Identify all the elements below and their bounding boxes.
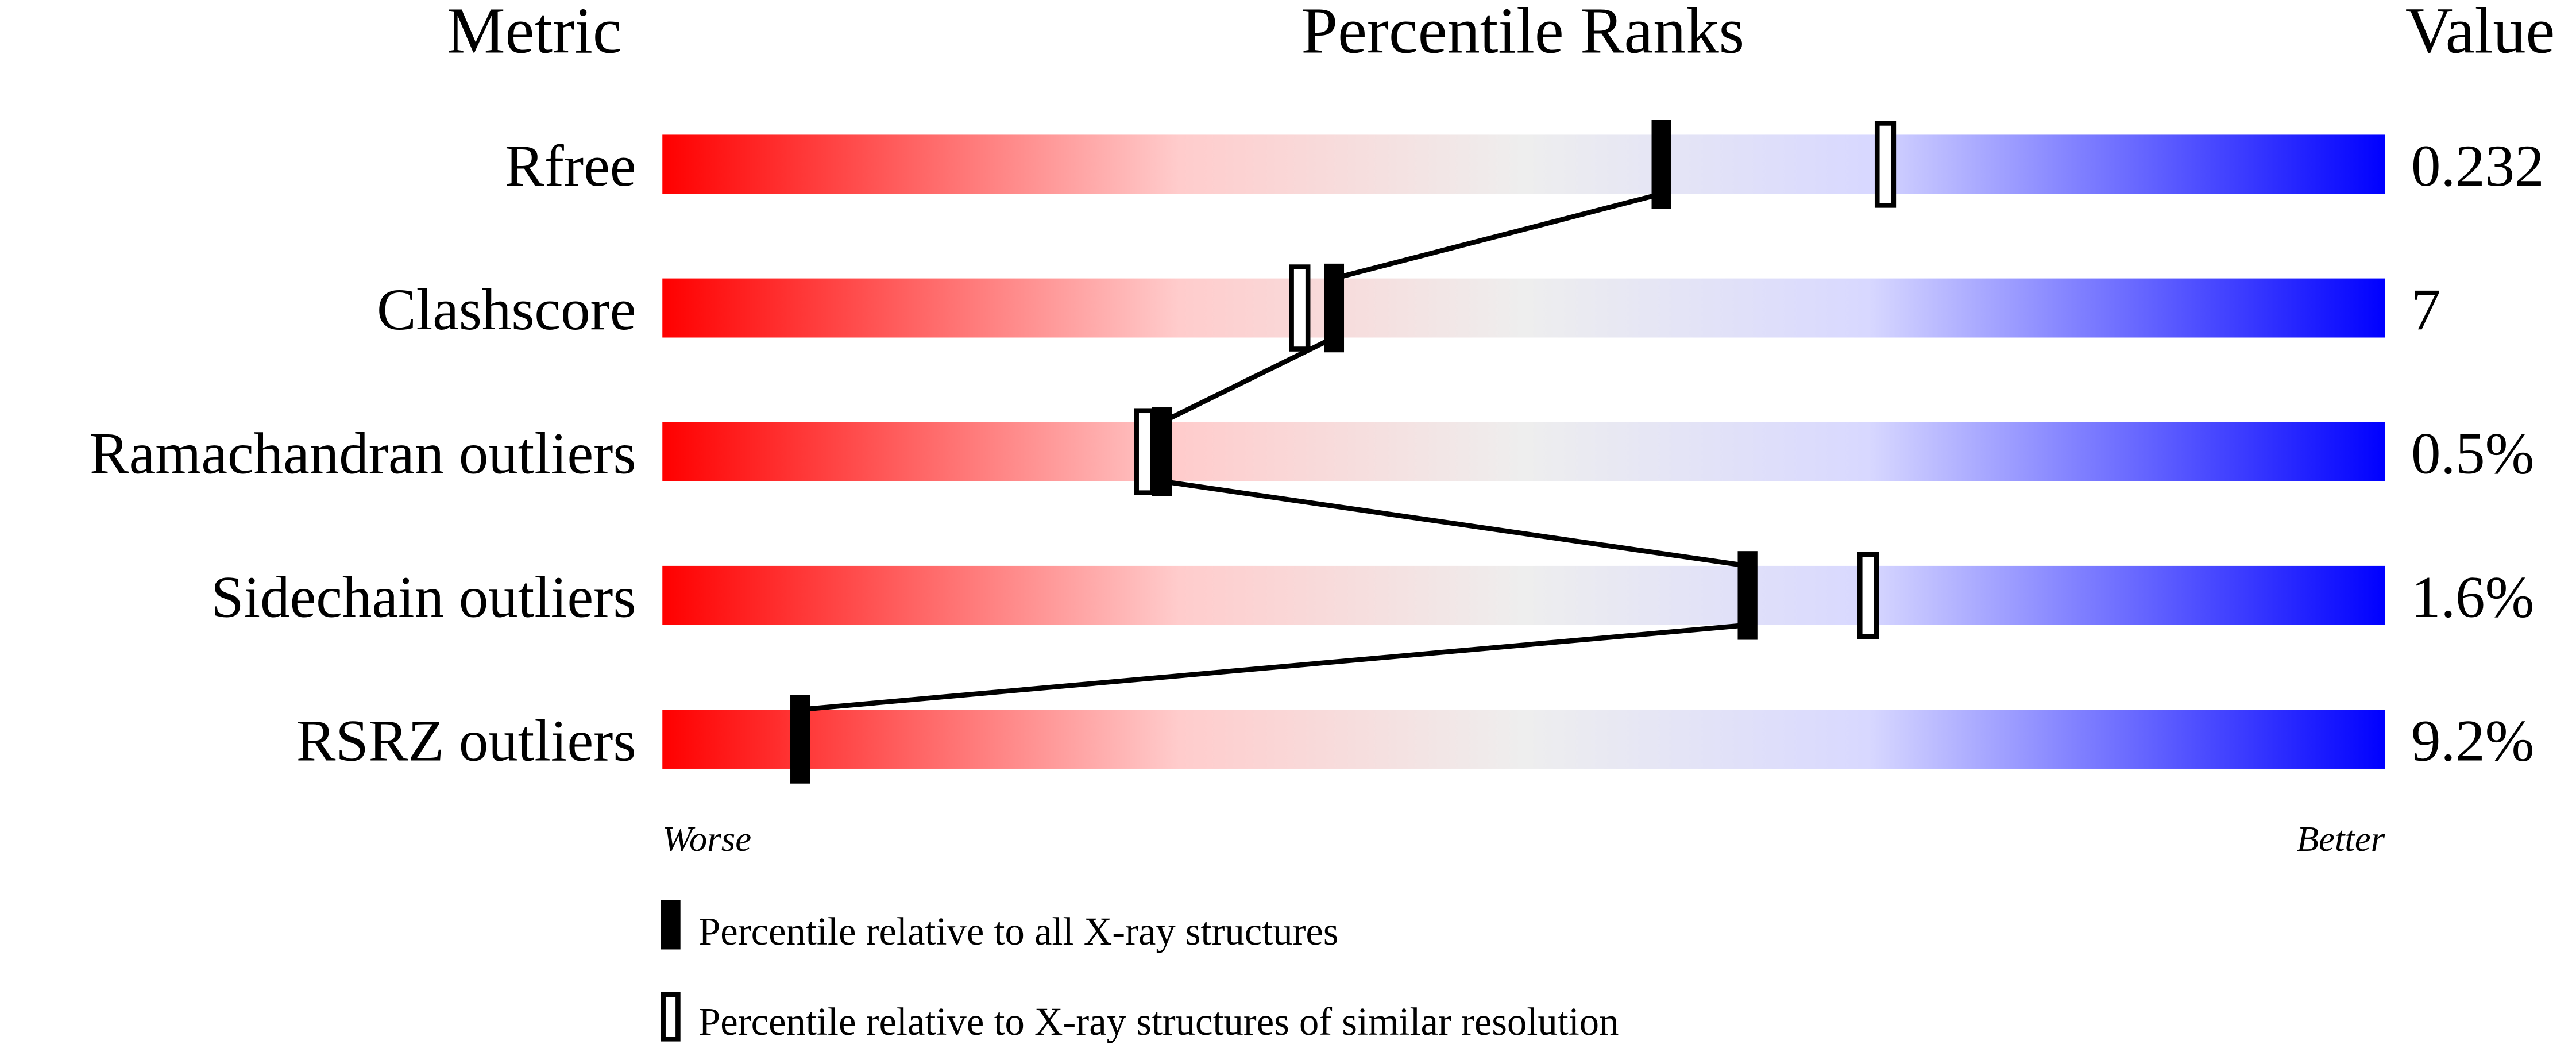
metric-label: Ramachandran outliers [90,421,636,486]
metric-value: 1.6% [2411,565,2534,630]
marker-all-structures [790,695,810,784]
metric-value: 0.232 [2411,133,2544,199]
percentile-bar [662,134,2385,194]
metric-label: Clashscore [377,277,636,342]
percentile-bar [662,278,2385,338]
axis-label-worse: Worse [662,819,751,859]
legend-filled-label: Percentile relative to all X-ray structu… [698,910,1338,953]
metric-value: 7 [2411,277,2440,342]
header-value: Value [2405,0,2555,67]
legend-open-label: Percentile relative to X-ray structures … [698,1000,1619,1043]
marker-similar-resolution [1874,121,1897,208]
marker-all-structures [1651,120,1671,209]
legend-filled-marker [661,900,681,950]
percentile-bar [662,565,2385,625]
marker-similar-resolution [1857,552,1879,639]
percentile-bar [662,710,2385,769]
marker-all-structures [1152,407,1172,496]
metric-label: RSRZ outliers [296,708,636,774]
metric-label: Sidechain outliers [211,565,636,630]
metric-label: Rfree [505,133,636,199]
metric-value: 0.5% [2411,421,2534,486]
connector-line [800,191,1748,712]
legend-open-marker [661,992,681,1042]
header-percentile-ranks: Percentile Ranks [1301,0,1745,67]
percentile-bar [662,422,2385,481]
header-metric: Metric [447,0,622,67]
marker-similar-resolution [1289,264,1311,352]
marker-all-structures [1737,551,1758,640]
marker-similar-resolution [1134,408,1156,495]
metric-value: 9.2% [2411,708,2534,774]
marker-all-structures [1324,263,1345,353]
axis-label-better: Better [2297,819,2385,859]
